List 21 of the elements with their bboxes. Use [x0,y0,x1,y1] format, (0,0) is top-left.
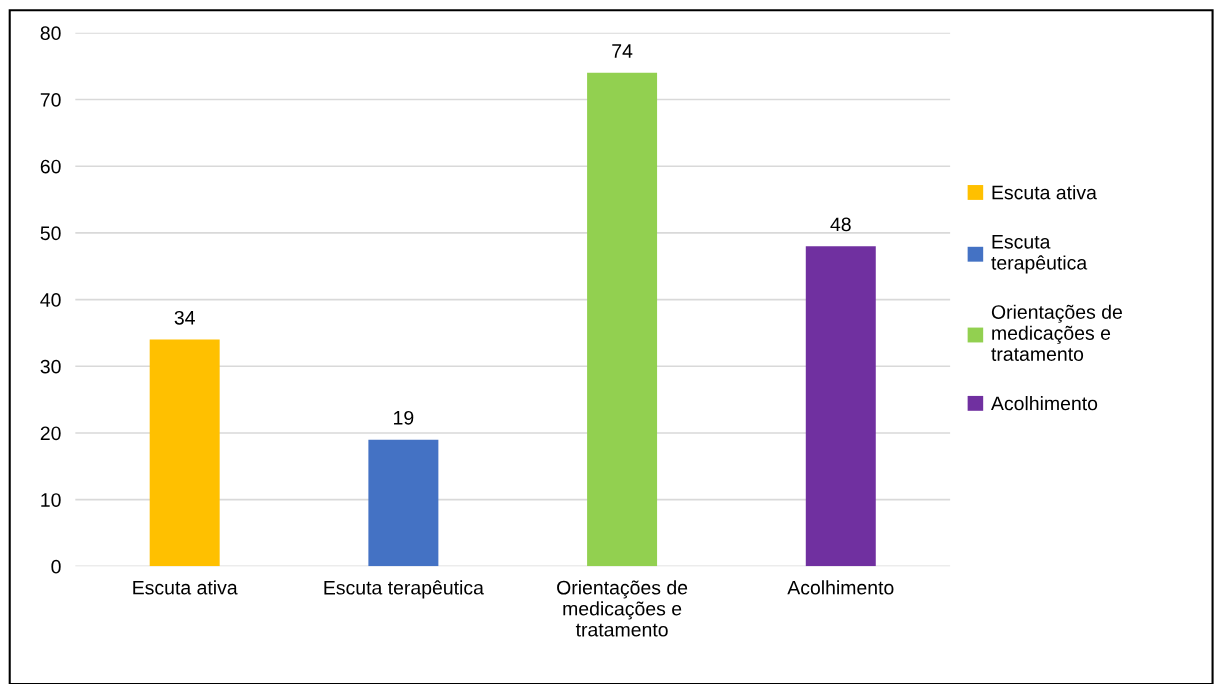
data-label: 34 [174,310,195,325]
y-tick-label: 30 [40,359,61,374]
y-tick-label: 70 [40,92,61,107]
legend-label: Escuta terapêutica [991,235,1088,274]
data-label: 19 [394,410,414,425]
legend-label: Orientações de medicações e tratamento [991,304,1122,361]
data-label: 74 [612,44,633,58]
y-tick-label: 0 [51,559,61,574]
y-tick-label: 60 [40,159,61,174]
y-tick-label: 40 [40,293,61,307]
legend-label: Acolhimento [991,396,1098,411]
x-tick-label: Escuta ativa [133,580,238,595]
y-tick-label: 80 [40,26,61,41]
legend-label: Escuta ativa [992,185,1097,200]
x-tick-label: Escuta terapêutica [324,580,484,599]
x-tick-label: Acolhimento [787,580,894,595]
data-label: 48 [830,217,851,232]
x-tick-label: Orientações de medicações e tratamento [557,580,688,637]
y-tick-label: 20 [40,426,61,441]
y-tick-label: 10 [41,493,61,507]
y-tick-label: 50 [40,226,61,241]
